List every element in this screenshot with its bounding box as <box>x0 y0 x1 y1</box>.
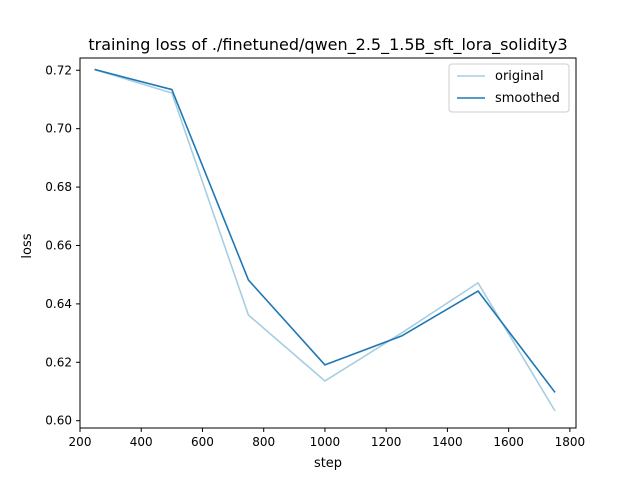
y-tick-label: 0.72 <box>45 63 72 77</box>
y-tick-label: 0.68 <box>45 180 72 194</box>
x-tick-label: 800 <box>252 435 275 449</box>
y-axis-label: loss <box>20 233 35 258</box>
series-line-original <box>94 68 556 412</box>
x-tick-label: 200 <box>69 435 92 449</box>
x-tick-label: 600 <box>191 435 214 449</box>
legend-label-original: original <box>495 69 544 84</box>
series-line-smoothed <box>94 68 556 393</box>
axes: 200 400 600 800 1000 1200 1400 1600 1800 0.60 0.62… <box>45 57 586 449</box>
x-tick-label: 1000 <box>310 435 341 449</box>
x-tick-label: 1600 <box>493 435 524 449</box>
x-tick-label: 1400 <box>432 435 463 449</box>
legend: original smoothed <box>448 63 570 113</box>
plot-area <box>94 68 556 412</box>
y-tick-label: 0.64 <box>45 297 72 311</box>
y-tick-label: 0.66 <box>45 238 72 252</box>
x-tick-label: 1200 <box>371 435 402 449</box>
y-tick-label: 0.70 <box>45 122 72 136</box>
y-tick-label: 0.62 <box>45 355 72 369</box>
chart-title: training loss of ./finetuned/qwen_2.5_1.… <box>88 35 567 55</box>
axes-frame <box>79 57 577 429</box>
x-axis-label: step <box>314 456 342 471</box>
x-tick-label: 400 <box>130 435 153 449</box>
x-tick-label: 1800 <box>555 435 586 449</box>
y-tick-label: 0.60 <box>45 414 72 428</box>
legend-label-smoothed: smoothed <box>495 91 560 106</box>
